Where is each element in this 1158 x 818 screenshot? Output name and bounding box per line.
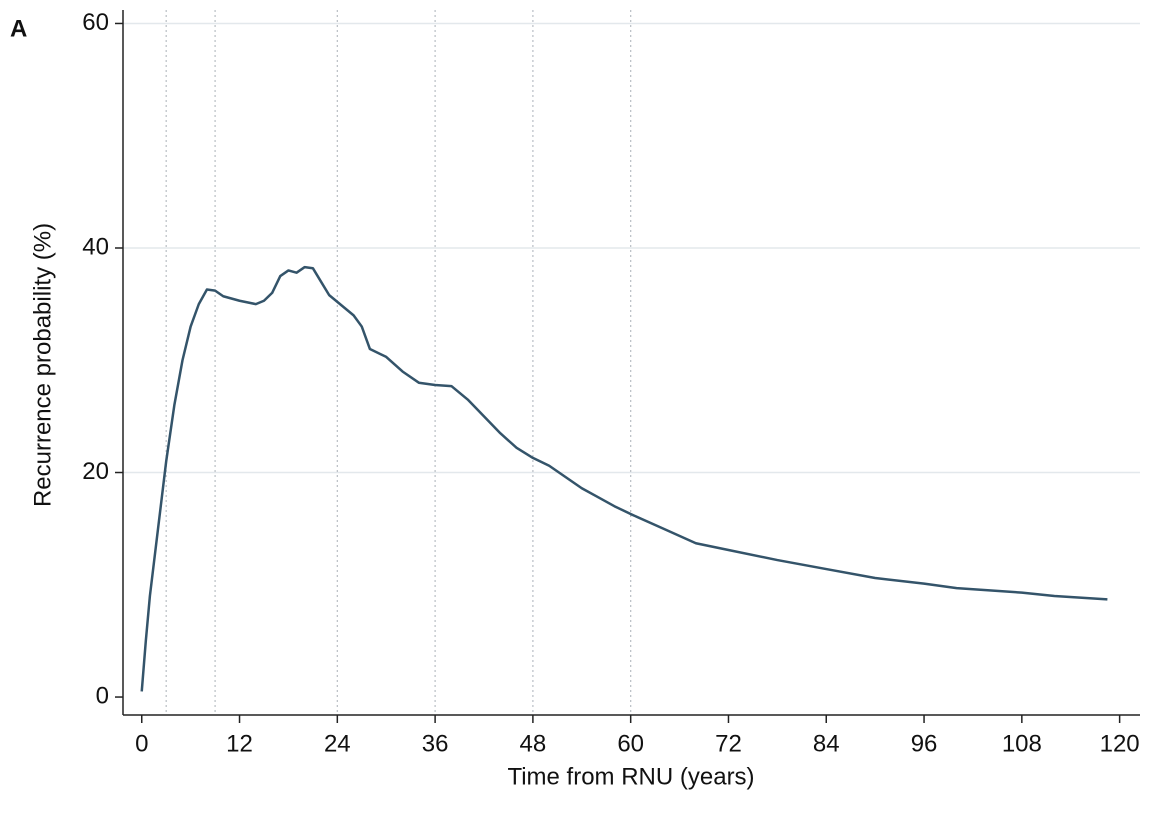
data-line xyxy=(140,265,1108,692)
y-axis-label: Recurrence probability (%) xyxy=(29,223,56,507)
x-tick-label: 48 xyxy=(520,730,547,757)
x-tick-label: 84 xyxy=(813,730,840,757)
x-tick-label: 0 xyxy=(135,730,148,757)
x-tick-label: 24 xyxy=(324,730,351,757)
x-tick-label: 60 xyxy=(617,730,644,757)
x-tick-label: 72 xyxy=(715,730,742,757)
x-tick-label: 108 xyxy=(1002,730,1042,757)
x-axis-label: Time from RNU (years) xyxy=(507,763,754,790)
y-tick-label: 20 xyxy=(82,458,109,485)
panel-label: A xyxy=(10,15,27,42)
x-tick-label: 120 xyxy=(1100,730,1140,757)
x-tick-label: 12 xyxy=(226,730,253,757)
y-tick-label: 40 xyxy=(82,233,109,260)
x-tick-label: 96 xyxy=(911,730,938,757)
y-tick-label: 0 xyxy=(96,682,109,709)
x-tick-label: 36 xyxy=(422,730,449,757)
y-tick-label: 60 xyxy=(82,9,109,36)
